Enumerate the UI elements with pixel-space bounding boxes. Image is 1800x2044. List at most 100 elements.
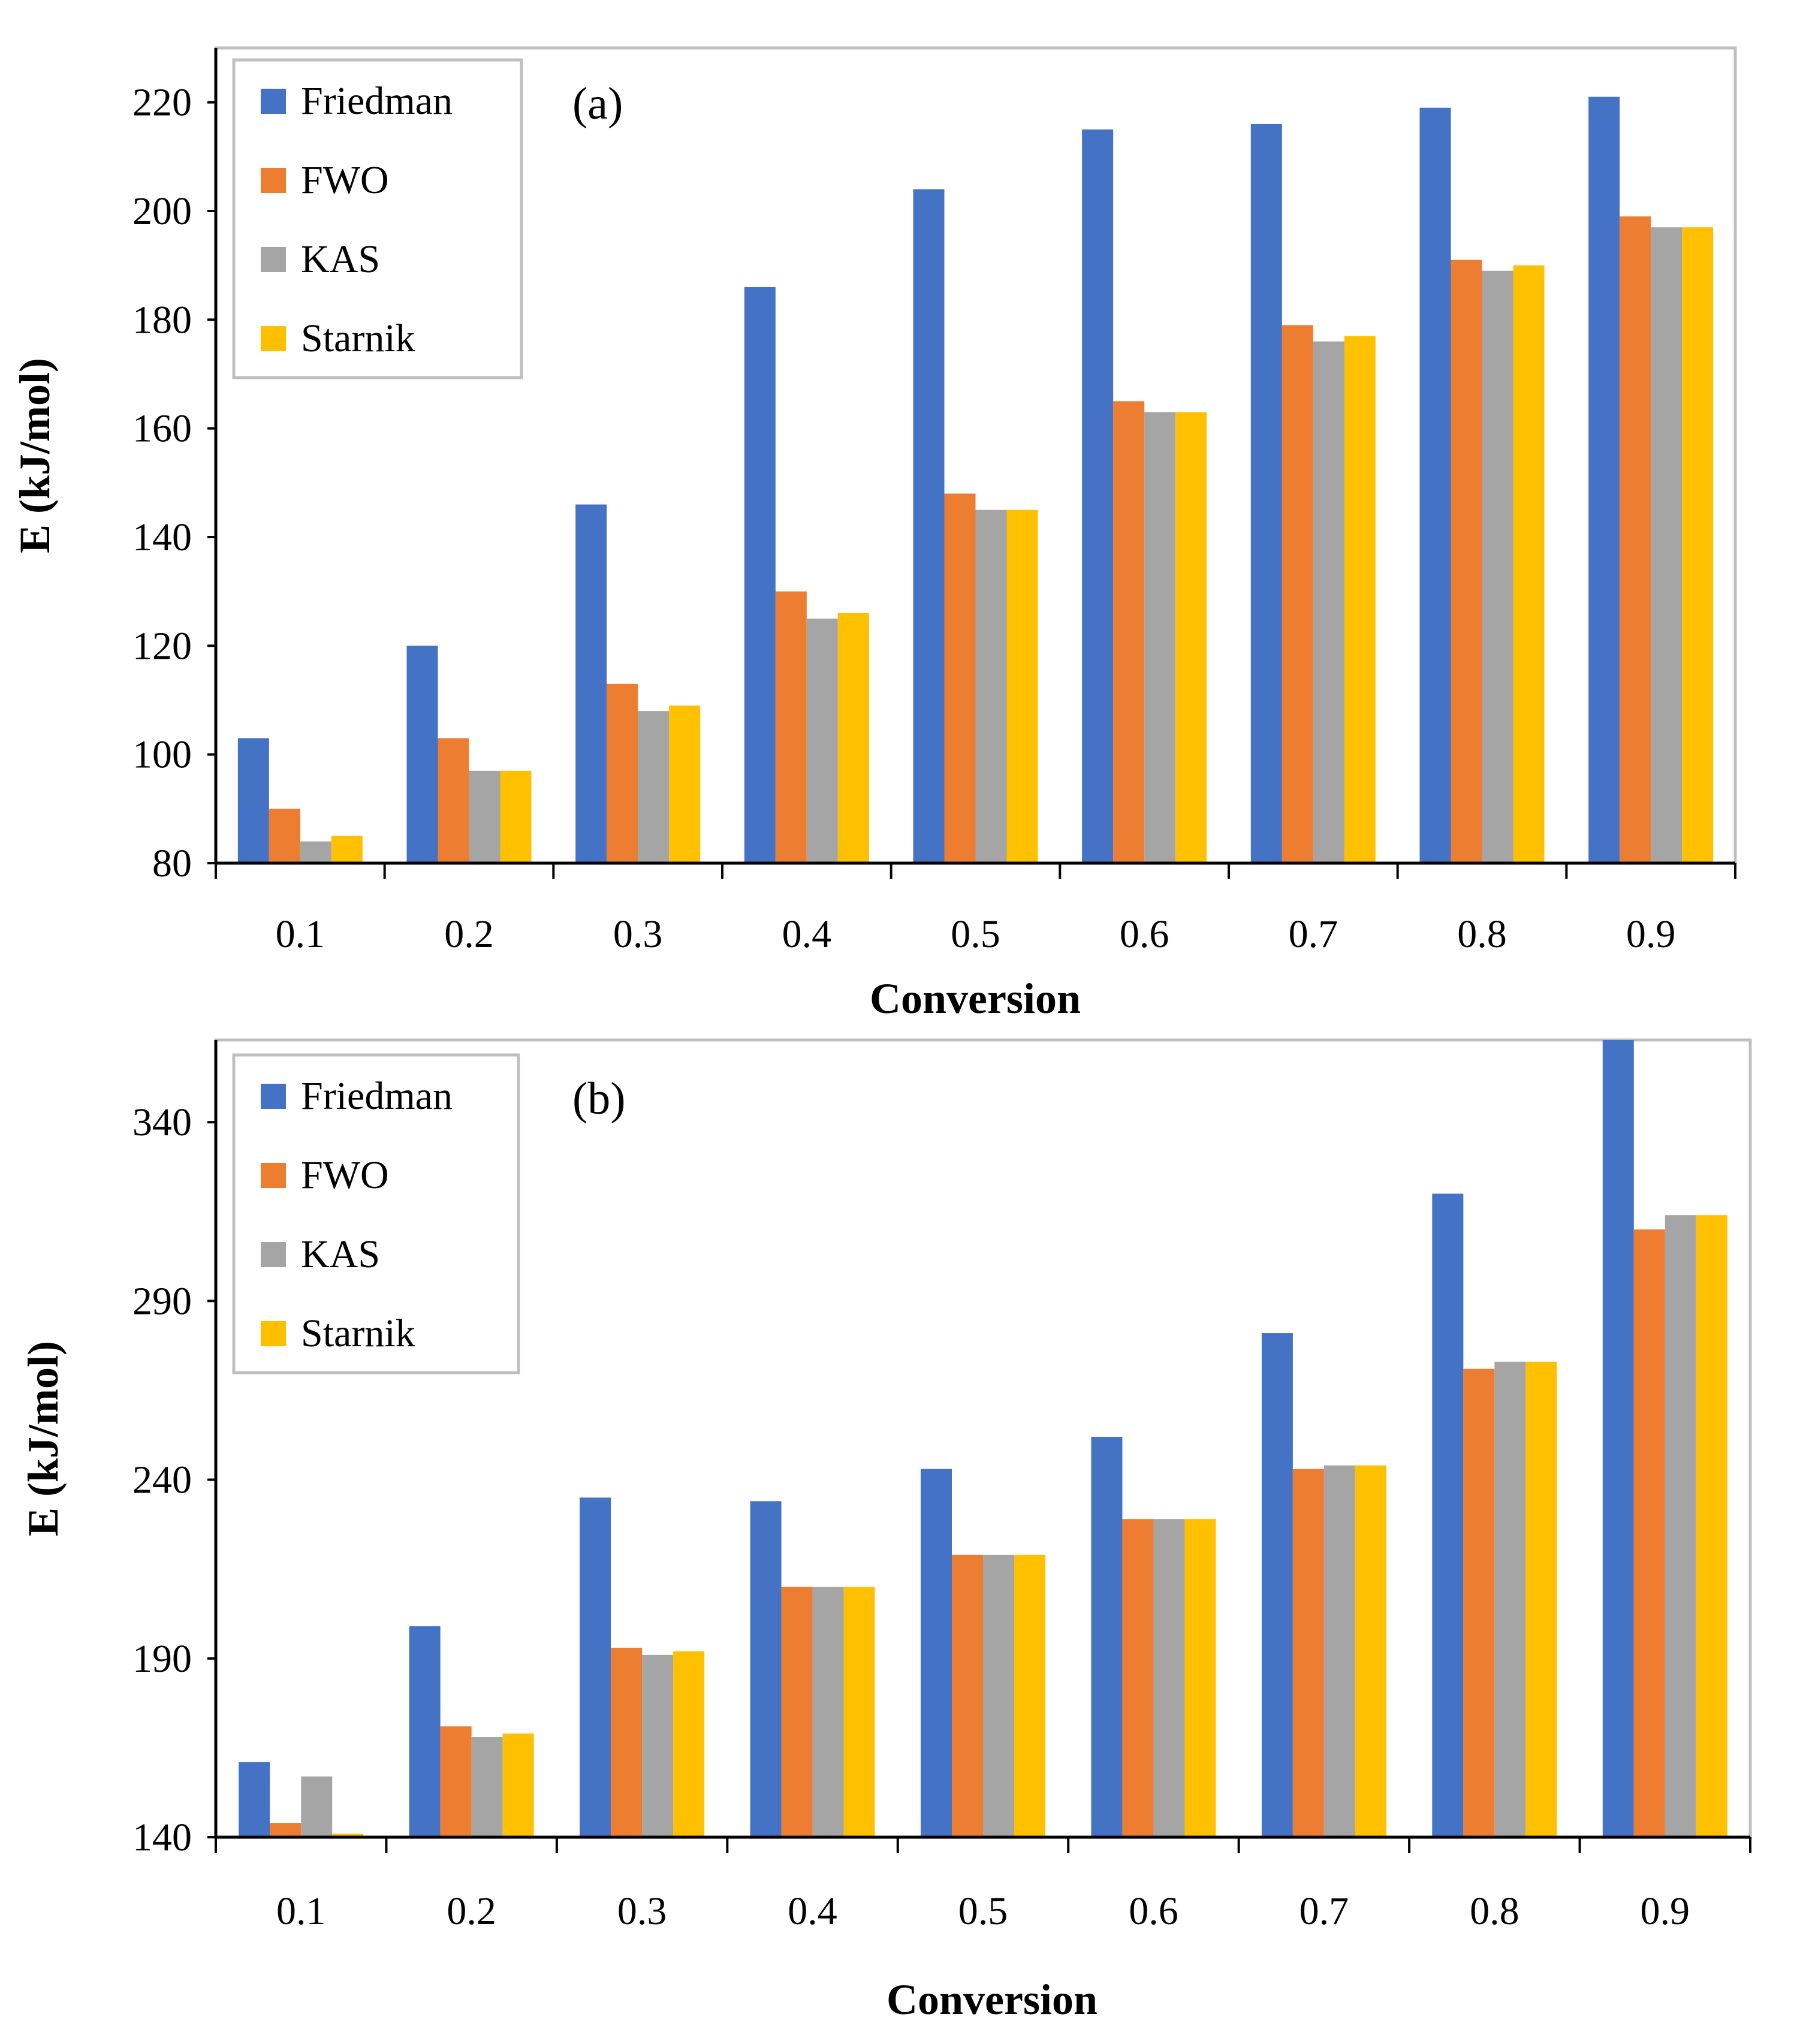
chart-a-legend-swatch-starnik — [261, 326, 286, 351]
bar-fwo-0.1 — [270, 1823, 301, 1837]
x-tick-label: 0.5 — [951, 912, 1000, 956]
chart-b: 140 190 240 290 340 0.1 0.2 0.3 0.4 0.5 0.6 0.7 0.8… — [19, 1038, 1752, 2024]
y-tick-label: 80 — [152, 842, 192, 885]
chart-b-legend-label-starnik: Starnik — [301, 1312, 415, 1355]
bar-kas-0.5 — [975, 510, 1007, 863]
y-tick-label: 220 — [132, 81, 192, 125]
bar-starnik-0.9 — [1682, 227, 1714, 864]
chart-a-x-axis-title: Conversion — [870, 975, 1081, 1023]
bar-starnik-0.4 — [837, 613, 869, 863]
y-tick-label: 140 — [132, 515, 192, 559]
x-tick-label: 0.5 — [958, 1889, 1008, 1933]
bar-fwo-0.2 — [438, 738, 469, 863]
bar-starnik-0.5 — [1006, 510, 1038, 863]
bar-fwo-0.6 — [1113, 401, 1145, 863]
x-tick-label: 0.6 — [1120, 912, 1169, 956]
bar-friedman-0.9 — [1588, 97, 1620, 864]
chart-a-x-ticks: 0.1 0.2 0.3 0.4 0.5 0.6 0.7 0.8 0.9 — [215, 863, 1736, 956]
bar-starnik-0.7 — [1344, 336, 1376, 863]
chart-b-y-ticks: 140 190 240 290 340 — [132, 1101, 216, 1859]
chart-a-y-ticks: 80 100 120 140 160 180 200 220 — [132, 81, 216, 885]
bar-kas-0.7 — [1313, 341, 1344, 863]
bar-friedman-0.8 — [1419, 107, 1451, 863]
x-tick-label: 0.2 — [444, 912, 494, 956]
bar-starnik-0.7 — [1355, 1465, 1386, 1837]
y-tick-label: 290 — [132, 1279, 192, 1323]
bar-starnik-0.3 — [669, 706, 701, 863]
bar-friedman-0.2 — [406, 646, 438, 863]
chart-b-legend-label-friedman: Friedman — [301, 1074, 453, 1118]
bar-kas-0.5 — [983, 1554, 1014, 1837]
bar-kas-0.7 — [1323, 1465, 1355, 1837]
bar-starnik-0.1 — [332, 1834, 364, 1837]
chart-b-legend-swatch-fwo — [261, 1163, 286, 1188]
bar-friedman-0.3 — [580, 1497, 611, 1837]
chart-b-legend-swatch-kas — [261, 1242, 286, 1267]
bar-friedman-0.3 — [575, 504, 607, 863]
bar-starnik-0.8 — [1525, 1361, 1557, 1837]
chart-b-x-ticks: 0.1 0.2 0.3 0.4 0.5 0.6 0.7 0.8 0.9 — [215, 1837, 1751, 1933]
bar-friedman-0.5 — [921, 1469, 952, 1837]
x-tick-label: 0.7 — [1300, 1889, 1349, 1933]
bar-fwo-0.3 — [607, 683, 638, 863]
bar-friedman-0.1 — [237, 738, 269, 863]
chart-b-legend: Friedman FWO KAS Starnik — [232, 1053, 520, 1374]
bar-fwo-0.6 — [1122, 1519, 1154, 1837]
chart-b-legend-swatch-starnik — [261, 1321, 286, 1346]
chart-b-bars — [239, 1040, 1727, 1837]
y-tick-label: 200 — [132, 189, 192, 233]
bar-kas-0.1 — [300, 841, 331, 863]
y-tick-label: 190 — [132, 1637, 192, 1681]
x-tick-label: 0.2 — [447, 1889, 496, 1933]
chart-b-legend-swatch-friedman — [261, 1084, 286, 1109]
bar-friedman-0.9 — [1602, 1040, 1634, 1837]
x-tick-label: 0.9 — [1626, 912, 1676, 956]
bar-fwo-0.5 — [952, 1554, 983, 1837]
chart-a-legend-label-fwo: FWO — [301, 158, 389, 202]
y-tick-label: 120 — [132, 624, 192, 668]
bar-kas-0.3 — [642, 1654, 674, 1837]
bar-fwo-0.3 — [611, 1647, 643, 1837]
chart-a-legend-label-starnik: Starnik — [301, 316, 415, 360]
bar-starnik-0.3 — [673, 1651, 705, 1837]
chart-b-legend-label-fwo: FWO — [301, 1153, 389, 1197]
bar-fwo-0.7 — [1292, 1469, 1324, 1837]
bar-friedman-0.6 — [1082, 129, 1114, 863]
bar-kas-0.3 — [638, 711, 670, 863]
bar-fwo-0.4 — [775, 591, 807, 863]
bar-kas-0.8 — [1482, 270, 1513, 863]
bar-friedman-0.6 — [1091, 1437, 1123, 1837]
x-tick-label: 0.3 — [617, 1889, 667, 1933]
bar-starnik-0.2 — [502, 1734, 534, 1837]
bar-friedman-0.2 — [409, 1626, 441, 1837]
bar-kas-0.4 — [806, 619, 838, 863]
y-tick-label: 240 — [132, 1458, 192, 1502]
bar-starnik-0.8 — [1513, 265, 1545, 864]
chart-a-panel-label: (a) — [572, 79, 623, 129]
bar-starnik-0.9 — [1696, 1215, 1727, 1837]
x-tick-label: 0.8 — [1470, 1889, 1519, 1933]
chart-b-legend-label-kas: KAS — [301, 1232, 380, 1276]
bar-starnik-0.4 — [843, 1587, 875, 1837]
bar-fwo-0.9 — [1620, 216, 1651, 864]
bar-starnik-0.5 — [1014, 1554, 1045, 1837]
chart-a-legend-label-kas: KAS — [301, 237, 380, 281]
bar-fwo-0.2 — [440, 1726, 472, 1837]
x-tick-label: 0.3 — [613, 912, 663, 956]
bar-friedman-0.7 — [1261, 1333, 1293, 1837]
chart-a-legend: Friedman FWO KAS Starnik — [232, 58, 523, 379]
y-tick-label: 160 — [132, 407, 192, 451]
y-tick-label: 180 — [132, 298, 192, 342]
chart-b-panel-label: (b) — [572, 1074, 626, 1124]
y-tick-label: 100 — [132, 733, 192, 777]
bar-starnik-0.6 — [1175, 412, 1207, 863]
bar-kas-0.6 — [1144, 412, 1176, 863]
chart-a-legend-label-friedman: Friedman — [301, 79, 453, 123]
bar-starnik-0.6 — [1184, 1519, 1216, 1837]
bar-kas-0.1 — [301, 1776, 333, 1837]
x-tick-label: 0.1 — [276, 1889, 326, 1933]
chart-a-legend-swatch-fwo — [261, 168, 286, 193]
bar-starnik-0.1 — [331, 836, 363, 863]
